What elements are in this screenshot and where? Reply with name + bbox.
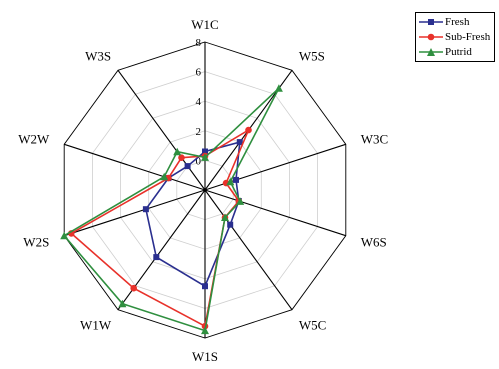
- point-fresh-w1c: [202, 148, 208, 155]
- axis-label-w2s: W2S: [23, 234, 49, 249]
- series-line-sub-fresh: [69, 128, 251, 328]
- axis-label-w2w: W2W: [18, 132, 50, 147]
- radar-axis-labels: W1C W5S W3C W6S W5C W1S W1W W2S W2W W3S: [18, 17, 388, 364]
- point-putrid-w1s: [201, 326, 209, 335]
- legend-swatch-sub-fresh: [419, 33, 443, 41]
- tick-label-4: 4: [196, 96, 202, 108]
- point-fresh-w5s: [236, 139, 243, 146]
- point-putrid-w3c: [226, 177, 235, 186]
- point-fresh-w1w: [153, 254, 160, 261]
- series-sub-fresh: [68, 126, 252, 330]
- axis-w2s: [64, 189, 206, 237]
- point-putrid-w1c: [201, 153, 209, 161]
- point-fresh-w3c: [233, 176, 239, 183]
- axis-w3s: [117, 69, 206, 191]
- series-line-putrid: [62, 87, 280, 332]
- axis-label-w3c: W3C: [361, 132, 388, 147]
- legend-item-sub-fresh: Sub-Fresh: [416, 30, 494, 44]
- legend-label-putrid: Putrid: [445, 46, 472, 58]
- axis-w1w: [117, 189, 206, 311]
- axis-label-w5s: W5S: [299, 49, 325, 64]
- tick-label-0: 0: [196, 155, 202, 167]
- chart-legend: Fresh Sub-Fresh Putrid: [415, 12, 495, 62]
- axis-label-w6s: W6S: [361, 234, 387, 249]
- point-putrid-w6s: [236, 197, 245, 205]
- point-putrid-w1w: [118, 299, 127, 308]
- point-putrid-w2s: [60, 231, 69, 240]
- point-sub-fresh-w5s: [245, 126, 252, 134]
- legend-label-sub-fresh: Sub-Fresh: [445, 31, 491, 43]
- legend-item-putrid: Putrid: [416, 45, 494, 59]
- axis-w5c: [204, 189, 293, 311]
- point-fresh-w5c: [227, 221, 234, 228]
- axis-label-w5c: W5C: [299, 317, 326, 332]
- legend-swatch-putrid: [419, 48, 443, 56]
- series-putrid: [60, 84, 283, 335]
- legend-swatch-fresh: [419, 19, 443, 25]
- point-putrid-w5s: [274, 84, 283, 92]
- point-putrid-w3s: [173, 147, 182, 156]
- point-putrid-w5c: [221, 213, 229, 221]
- tick-label-2: 2: [196, 126, 202, 138]
- tick-label-6: 6: [196, 67, 202, 79]
- point-sub-fresh-w1w: [130, 284, 137, 292]
- axis-label-w1c: W1C: [191, 17, 218, 32]
- axis-label-w3s: W3S: [85, 49, 111, 64]
- radar-tick-labels: 0 2 4 6 8: [196, 37, 202, 167]
- tick-label-8: 8: [196, 37, 202, 49]
- axis-w6s: [204, 189, 346, 237]
- point-sub-fresh-w3s: [178, 154, 185, 161]
- point-fresh-w3s: [184, 163, 191, 170]
- point-fresh-w1s: [202, 283, 208, 290]
- axis-label-w1s: W1S: [192, 349, 218, 364]
- axis-w2w: [64, 143, 206, 191]
- legend-label-fresh: Fresh: [445, 16, 470, 28]
- axis-label-w1w: W1W: [80, 317, 112, 332]
- radar-axes: [64, 42, 346, 338]
- point-putrid-w2w: [160, 172, 169, 181]
- point-fresh-w2s: [142, 206, 149, 213]
- radar-series: [60, 84, 283, 335]
- legend-item-fresh: Fresh: [416, 15, 494, 29]
- series-line-fresh: [145, 141, 241, 288]
